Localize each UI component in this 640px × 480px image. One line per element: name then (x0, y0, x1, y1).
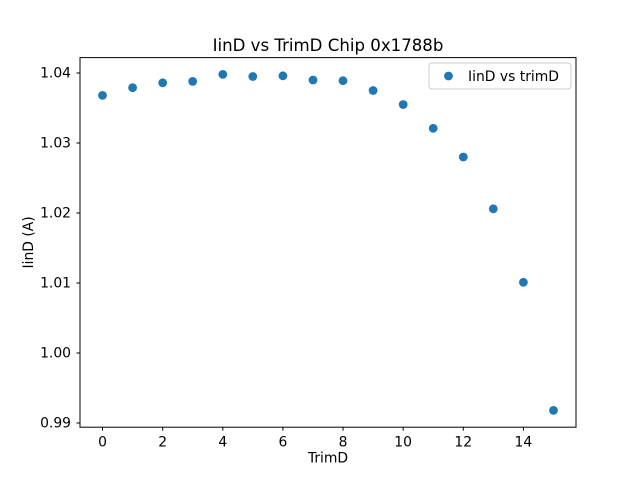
data-point (98, 91, 107, 100)
y-tick-label: 1.04 (40, 66, 71, 82)
y-tick-label: 1.02 (40, 206, 71, 222)
plot-frame (79, 57, 577, 428)
data-point (158, 78, 168, 88)
y-tick-label: 0.99 (40, 416, 71, 432)
y-tick-label: 1.00 (40, 346, 71, 362)
legend-label: IinD vs trimD (468, 69, 559, 85)
data-point (488, 204, 498, 214)
data-point (128, 83, 138, 93)
data-point (278, 71, 288, 81)
data-point (368, 86, 378, 95)
x-tick-label: 2 (158, 435, 167, 451)
y-tick-label: 1.03 (40, 136, 71, 152)
data-point (248, 72, 258, 81)
plot-generated-content: 0 2 4 6 8 10 12 14 0.99 1.00 1.01 1.02 1.03 1.04 (40, 66, 558, 451)
data-point (398, 100, 408, 109)
x-tick-label: 0 (98, 435, 107, 451)
data-point (338, 76, 348, 86)
x-tick-label: 14 (515, 435, 533, 451)
data-point (519, 277, 528, 287)
x-axis-label: TrimD (307, 451, 348, 467)
y-tick-label: 1.01 (40, 276, 71, 292)
data-point (308, 75, 318, 85)
legend-marker-icon (444, 71, 453, 81)
legend-box (428, 62, 572, 90)
chart-title: IinD vs TrimD Chip 0x1788b (213, 36, 444, 55)
data-point (549, 406, 558, 415)
x-tick-label: 8 (339, 435, 348, 451)
legend: IinD vs trimD (428, 62, 572, 90)
data-point (458, 152, 468, 162)
y-axis-label: IinD (A) (21, 216, 37, 268)
x-tick-label: 6 (278, 435, 287, 451)
data-point (218, 70, 228, 79)
x-tick-label: 12 (454, 435, 472, 451)
x-tick-label: 10 (394, 435, 412, 451)
x-tick-label: 4 (218, 435, 227, 451)
data-point (428, 123, 438, 133)
data-point (188, 77, 198, 86)
